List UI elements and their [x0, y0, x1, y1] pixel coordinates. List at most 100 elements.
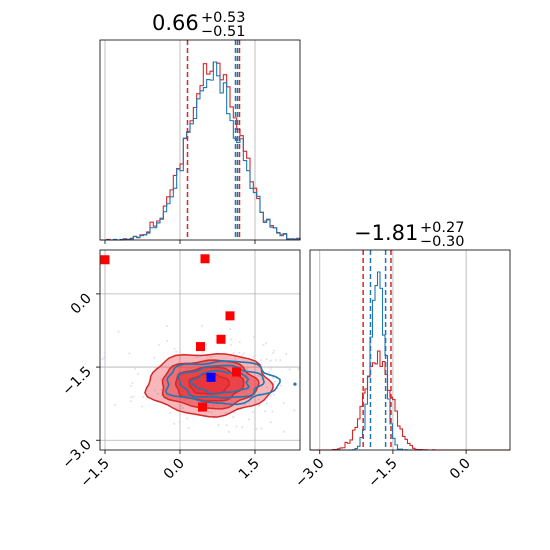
scatter-sample-point — [269, 421, 272, 424]
red-square-marker-4 — [196, 342, 205, 352]
scatter-sample-point — [265, 386, 268, 389]
scatter-sample-point — [178, 421, 181, 424]
scatter-sample-point — [154, 389, 157, 392]
scatter-sample-point — [179, 407, 182, 410]
scatter-sample-point — [132, 395, 135, 398]
scatter-sample-point — [270, 366, 273, 369]
red-square-marker-3 — [216, 334, 226, 344]
scatter-sample-point — [195, 356, 198, 359]
blue-outlier-point — [293, 382, 297, 386]
scatter-sample-point — [257, 398, 260, 401]
scatter-sample-point — [129, 400, 132, 403]
scatter-sample-point — [157, 343, 160, 346]
scatter-frame — [99, 249, 301, 451]
scatter-sample-point — [252, 355, 255, 358]
scatter-ytick-label-1: −1.5 — [59, 364, 94, 399]
scatter-sample-point — [288, 368, 291, 371]
histogram-param2-panel — [309, 249, 511, 454]
scatter-sample-point — [274, 380, 277, 383]
scatter-sample-point — [234, 357, 237, 360]
hist2-xtick-label-2: 0.0 — [447, 456, 474, 483]
scatter-sample-point — [130, 396, 133, 399]
scatter-sample-point — [271, 410, 274, 413]
scatter-sample-point — [186, 417, 189, 420]
scatter-sample-point — [101, 357, 104, 360]
scatter-sample-point — [117, 330, 120, 333]
scatter-sample-point — [227, 431, 230, 434]
scatter-sample-point — [140, 405, 143, 408]
scatter-sample-point — [282, 402, 285, 405]
scatter-sample-point — [128, 352, 131, 355]
scatter-xtick-label-0: −1.5 — [77, 456, 112, 491]
scatter-sample-point — [165, 324, 168, 327]
scatter-sample-point — [230, 338, 233, 341]
scatter-sample-point — [260, 427, 263, 430]
scatter-sample-point — [240, 354, 243, 357]
hist2-frame — [309, 249, 511, 451]
scatter-sample-point — [180, 404, 183, 407]
scatter-sample-point — [241, 426, 244, 429]
scatter-sample-point — [173, 347, 176, 350]
scatter-sample-point — [208, 410, 211, 413]
scatter-sample-point — [156, 392, 159, 395]
scatter-sample-point — [297, 368, 300, 371]
title-param2-err-minus: −0.30 — [420, 234, 464, 250]
red-square-marker-6 — [198, 402, 207, 412]
contour-panel — [96, 249, 301, 454]
scatter-sample-point — [225, 424, 228, 427]
scatter-sample-point — [232, 416, 235, 419]
hist2-xtick-label-1: −1.5 — [365, 456, 400, 491]
scatter-sample-point — [279, 359, 282, 362]
scatter-sample-point — [114, 403, 117, 406]
scatter-xtick-label-2: 1.5 — [236, 456, 263, 483]
scatter-sample-point — [285, 352, 288, 355]
scatter-sample-point — [229, 343, 232, 346]
scatter-sample-point — [273, 349, 276, 352]
red-square-marker-0 — [100, 255, 110, 265]
scatter-sample-point — [166, 340, 169, 343]
scatter-sample-point — [269, 394, 272, 397]
scatter-xtick-label-1: 0.0 — [161, 456, 188, 483]
title-param2-value: −1.81 — [354, 221, 418, 245]
scatter-ytick-label-0: 0.0 — [68, 290, 95, 317]
hist1-red-series — [100, 61, 301, 241]
blue-contour-level-1 — [164, 360, 281, 406]
hist1-frame — [99, 39, 301, 241]
scatter-sample-point — [264, 342, 267, 345]
scatter-sample-point — [246, 366, 249, 369]
blue-square-marker-0 — [206, 372, 216, 382]
scatter-sample-point — [254, 400, 257, 403]
scatter-sample-point — [129, 384, 132, 387]
scatter-sample-point — [205, 343, 208, 346]
scatter-sample-point — [268, 371, 271, 374]
scatter-sample-point — [272, 393, 275, 396]
scatter-sample-point — [257, 374, 260, 377]
scatter-sample-point — [169, 411, 172, 414]
scatter-sample-point — [142, 396, 145, 399]
scatter-sample-point — [201, 351, 204, 354]
title-param2-err-plus: +0.27 — [420, 220, 464, 236]
scatter-sample-point — [175, 350, 178, 353]
scatter-sample-point — [265, 358, 268, 361]
scatter-sample-point — [200, 324, 203, 327]
title-param1-value: 0.66 — [152, 11, 199, 35]
title-param1-err-minus: −0.51 — [201, 24, 245, 40]
scatter-sample-point — [232, 352, 235, 355]
scatter-sample-point — [160, 388, 163, 391]
scatter-sample-point — [153, 356, 156, 359]
scatter-sample-point — [282, 430, 285, 433]
scatter-sample-point — [260, 359, 263, 362]
scatter-sample-point — [248, 418, 251, 421]
scatter-sample-point — [246, 367, 249, 370]
scatter-sample-point — [243, 352, 246, 355]
scatter-sample-point — [235, 425, 238, 428]
scatter-sample-point — [173, 422, 176, 425]
scatter-sample-point — [154, 366, 157, 369]
scatter-sample-point — [187, 427, 190, 430]
scatter-sample-point — [293, 409, 296, 412]
hist2-blue-series — [310, 271, 510, 451]
scatter-sample-point — [269, 359, 272, 362]
scatter-sample-point — [262, 343, 265, 346]
histogram-param1-panel — [99, 39, 301, 244]
